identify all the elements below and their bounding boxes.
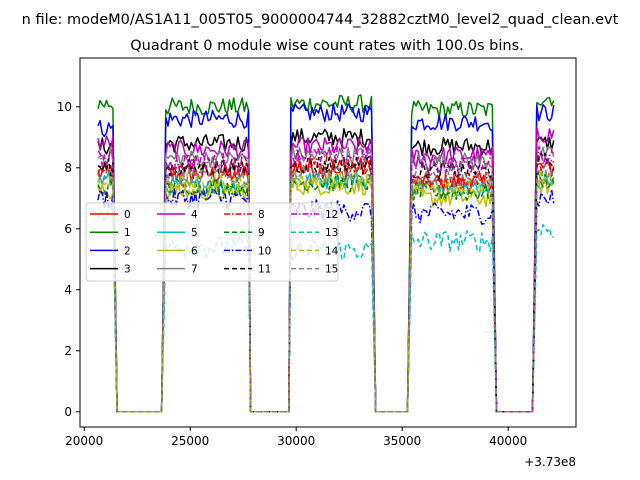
x-tick-label: 25000 — [171, 434, 209, 448]
x-tick-label: 35000 — [383, 434, 421, 448]
series-line-5 — [97, 171, 555, 413]
y-axis: 0 2 4 6 8 10 — [57, 100, 80, 419]
legend-label-6: 6 — [191, 245, 198, 257]
y-tick-label: 8 — [64, 161, 72, 175]
legend-label-3: 3 — [124, 264, 131, 276]
chart-title: Quadrant 0 module wise count rates with … — [130, 38, 524, 54]
legend-label-8: 8 — [258, 209, 265, 221]
x-offset-label: +3.73e8 — [524, 455, 576, 469]
legend-label-4: 4 — [191, 209, 198, 221]
legend-label-9: 9 — [258, 227, 265, 239]
legend-label-12: 12 — [325, 209, 338, 221]
legend-label-14: 14 — [325, 245, 339, 257]
y-tick-label: 6 — [64, 222, 72, 236]
y-tick-label: 0 — [64, 405, 72, 419]
series-line-8 — [97, 155, 555, 413]
series-line-2 — [97, 103, 555, 413]
legend-label-1: 1 — [124, 227, 131, 239]
series-line-15 — [97, 164, 555, 413]
axes-frame — [79, 57, 577, 428]
legend-label-7: 7 — [191, 264, 198, 276]
series-line-3 — [97, 128, 555, 413]
y-tick-label: 4 — [64, 283, 72, 297]
series-line-7 — [97, 146, 555, 413]
series-line-9 — [97, 170, 555, 413]
series-line-14 — [97, 169, 555, 413]
legend-label-13: 13 — [325, 227, 338, 239]
series-line-12 — [97, 145, 555, 413]
legend-box — [85, 202, 339, 282]
legend-label-0: 0 — [124, 209, 131, 221]
series-line-1 — [97, 94, 555, 413]
legend-label-2: 2 — [124, 245, 131, 257]
figure-suptitle: n file: modeM0/AS1A11_005T05_9000004744_… — [22, 12, 619, 28]
x-tick-label: 30000 — [277, 434, 315, 448]
x-tick-label: 20000 — [65, 434, 103, 448]
x-axis: 20000 25000 30000 35000 40000 — [65, 427, 527, 448]
legend-label-5: 5 — [191, 227, 198, 239]
series-line-4 — [97, 126, 555, 413]
legend-label-11: 11 — [258, 264, 271, 276]
y-tick-label: 10 — [57, 100, 72, 114]
y-tick-label: 2 — [64, 344, 72, 358]
legend-label-15: 15 — [325, 264, 338, 276]
legend-label-10: 10 — [258, 245, 271, 257]
x-tick-label: 40000 — [489, 434, 527, 448]
